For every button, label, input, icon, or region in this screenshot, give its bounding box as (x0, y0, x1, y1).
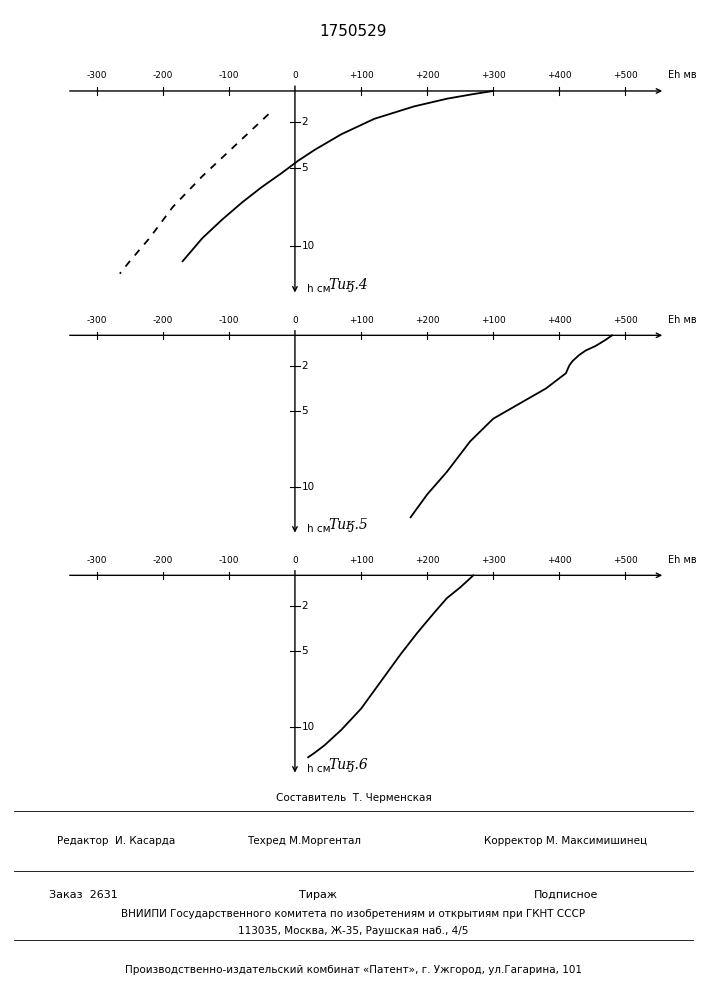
Text: -200: -200 (153, 556, 173, 565)
Text: Τиӄ.6: Τиӄ.6 (328, 758, 368, 772)
Text: -300: -300 (86, 71, 107, 80)
Text: +500: +500 (613, 71, 638, 80)
Text: 5: 5 (302, 646, 308, 656)
Text: Тираж: Тираж (299, 890, 337, 900)
Text: Производственно-издательский комбинат «Патент», г. Ужгород, ул.Гагарина, 101: Производственно-издательский комбинат «П… (125, 965, 582, 975)
Text: Eh мв: Eh мв (668, 555, 697, 565)
Text: +200: +200 (415, 316, 440, 325)
Text: h см: h см (307, 284, 330, 294)
Text: +200: +200 (415, 556, 440, 565)
Text: 2: 2 (302, 361, 308, 371)
Text: +200: +200 (415, 71, 440, 80)
Text: Корректор М. Максимишинец: Корректор М. Максимишинец (484, 836, 647, 846)
Text: +500: +500 (613, 316, 638, 325)
Text: +100: +100 (349, 556, 373, 565)
Text: h см: h см (307, 524, 330, 534)
Text: 10: 10 (302, 722, 315, 732)
Text: -300: -300 (86, 556, 107, 565)
Text: -300: -300 (86, 316, 107, 325)
Text: +100: +100 (481, 316, 506, 325)
Text: +500: +500 (613, 556, 638, 565)
Text: 2: 2 (302, 601, 308, 611)
Text: Eh мв: Eh мв (668, 70, 697, 80)
Text: Τиӄ.5: Τиӄ.5 (328, 518, 368, 532)
Text: 113035, Москва, Ж-35, Раушская наб., 4/5: 113035, Москва, Ж-35, Раушская наб., 4/5 (238, 926, 469, 936)
Text: Подписное: Подписное (533, 890, 598, 900)
Text: Τиӄ.4: Τиӄ.4 (328, 278, 368, 292)
Text: -100: -100 (218, 71, 239, 80)
Text: 5: 5 (302, 163, 308, 173)
Text: +100: +100 (349, 71, 373, 80)
Text: -200: -200 (153, 71, 173, 80)
Text: Редактор  И. Касарда: Редактор И. Касарда (57, 836, 175, 846)
Text: 10: 10 (302, 241, 315, 251)
Text: 0: 0 (292, 556, 298, 565)
Text: +300: +300 (481, 71, 506, 80)
Text: h см: h см (307, 764, 330, 774)
Text: 1750529: 1750529 (320, 24, 387, 39)
Text: -100: -100 (218, 316, 239, 325)
Text: 0: 0 (292, 316, 298, 325)
Text: +400: +400 (547, 316, 572, 325)
Text: ВНИИПИ Государственного комитета по изобретениям и открытиям при ГКНТ СССР: ВНИИПИ Государственного комитета по изоб… (122, 909, 585, 919)
Text: +300: +300 (481, 556, 506, 565)
Text: Составитель  Т. Черменская: Составитель Т. Черменская (276, 793, 431, 803)
Text: +100: +100 (349, 316, 373, 325)
Text: +400: +400 (547, 556, 572, 565)
Text: Заказ  2631: Заказ 2631 (49, 890, 118, 900)
Text: Eh мв: Eh мв (668, 315, 697, 325)
Text: -200: -200 (153, 316, 173, 325)
Text: 5: 5 (302, 406, 308, 416)
Text: +400: +400 (547, 71, 572, 80)
Text: Техред М.Моргентал: Техред М.Моргентал (247, 836, 361, 846)
Text: -100: -100 (218, 556, 239, 565)
Text: 2: 2 (302, 117, 308, 127)
Text: 10: 10 (302, 482, 315, 492)
Text: 0: 0 (292, 71, 298, 80)
